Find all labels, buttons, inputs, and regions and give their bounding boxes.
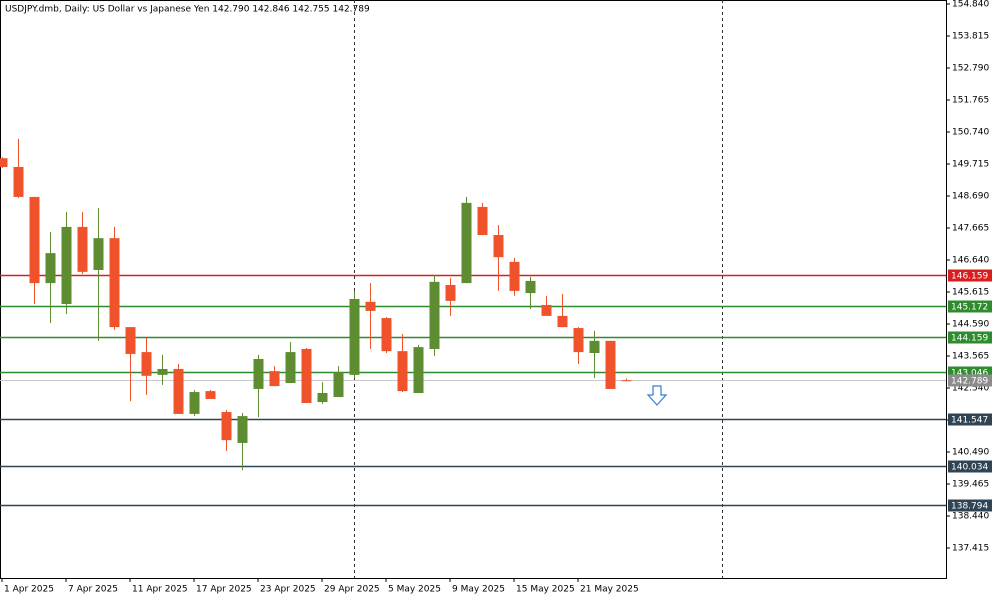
candle-body bbox=[77, 226, 88, 272]
y-tick-label: 147.665 bbox=[952, 223, 989, 233]
level-label: 144.159 bbox=[951, 334, 988, 344]
candle-body bbox=[237, 416, 248, 443]
candle-body bbox=[365, 301, 376, 311]
candle-body bbox=[205, 391, 216, 399]
candle-body bbox=[621, 380, 632, 382]
candle-body bbox=[541, 304, 552, 316]
candle-body bbox=[573, 328, 584, 353]
level-label: 141.547 bbox=[951, 416, 988, 426]
candle-body bbox=[109, 238, 120, 328]
y-tick-label: 148.690 bbox=[952, 191, 989, 201]
candle-body bbox=[221, 412, 232, 441]
candle-body bbox=[509, 261, 520, 291]
candle-body bbox=[477, 206, 488, 236]
x-tick-label: 29 Apr 2025 bbox=[324, 585, 380, 595]
candle-body bbox=[349, 299, 360, 375]
candle-body bbox=[0, 158, 8, 167]
candle-body bbox=[285, 352, 296, 384]
x-tick-label: 1 Apr 2025 bbox=[4, 585, 54, 595]
candle-body bbox=[381, 318, 392, 352]
candle-body bbox=[253, 358, 264, 389]
x-tick-label: 5 May 2025 bbox=[388, 585, 441, 595]
candle-body bbox=[397, 351, 408, 392]
y-tick-label: 143.565 bbox=[952, 351, 989, 361]
level-label: 143.046 bbox=[951, 369, 988, 379]
level-label-bg bbox=[948, 413, 992, 426]
candle-body bbox=[413, 347, 424, 393]
candle-body bbox=[493, 235, 504, 258]
marks bbox=[0, 138, 946, 507]
x-tick-label: 11 Apr 2025 bbox=[132, 585, 188, 595]
candle-body bbox=[125, 327, 136, 354]
level-label: 146.159 bbox=[951, 272, 988, 282]
candle-body bbox=[269, 371, 280, 387]
candle-body bbox=[429, 281, 440, 349]
level-label-bg bbox=[948, 300, 992, 313]
level-label-bg bbox=[948, 499, 992, 512]
y-tick-label: 137.415 bbox=[952, 543, 989, 553]
candle-body bbox=[93, 238, 104, 270]
y-tick-label: 145.615 bbox=[952, 287, 989, 297]
y-tick-label: 149.715 bbox=[952, 159, 989, 169]
y-tick-label: 154.840 bbox=[952, 0, 989, 9]
candle-body bbox=[173, 368, 184, 414]
x-tick-label: 23 Apr 2025 bbox=[260, 585, 316, 595]
candle-body bbox=[45, 253, 56, 284]
level-label: 145.172 bbox=[951, 303, 988, 313]
candle-body bbox=[189, 392, 200, 414]
y-tick-label: 152.790 bbox=[952, 63, 989, 73]
candle-body bbox=[13, 166, 24, 197]
candle-body bbox=[301, 348, 312, 403]
x-tick-label: 9 May 2025 bbox=[452, 585, 505, 595]
y-tick-label: 140.490 bbox=[952, 447, 989, 457]
level-label: 138.794 bbox=[951, 502, 988, 512]
candle-body bbox=[61, 226, 72, 305]
last-price-label-bg bbox=[948, 374, 992, 387]
level-label-bg bbox=[948, 269, 992, 282]
candle-body bbox=[333, 372, 344, 398]
y-tick-label: 142.540 bbox=[952, 383, 989, 393]
candle-body bbox=[589, 340, 600, 354]
candle-body bbox=[445, 284, 456, 301]
y-tick-label: 151.765 bbox=[952, 95, 989, 105]
y-tick-label: 153.815 bbox=[952, 31, 989, 41]
candle-body bbox=[557, 315, 568, 328]
x-tick-label: 7 Apr 2025 bbox=[68, 585, 118, 595]
y-tick-label: 144.590 bbox=[952, 319, 989, 329]
level-label-bg bbox=[948, 331, 992, 344]
plot-frame bbox=[0, 0, 947, 579]
y-tick-label: 146.640 bbox=[952, 255, 989, 265]
y-tick-label: 150.740 bbox=[952, 127, 989, 137]
candle-body bbox=[29, 196, 40, 284]
candle-body bbox=[141, 352, 152, 376]
x-tick-label: 17 Apr 2025 bbox=[196, 585, 252, 595]
level-label-bg bbox=[948, 460, 992, 473]
last-price-label: 142.789 bbox=[951, 377, 988, 387]
y-tick-label: 138.440 bbox=[952, 511, 989, 521]
candle-body bbox=[461, 202, 472, 284]
y-tick-label: 139.465 bbox=[952, 479, 989, 489]
candle-body bbox=[157, 368, 168, 375]
candle-body bbox=[525, 280, 536, 294]
level-label: 140.034 bbox=[951, 463, 988, 473]
candle-body bbox=[605, 340, 616, 389]
x-tick-label: 15 May 2025 bbox=[516, 585, 575, 595]
candle-body bbox=[317, 392, 328, 403]
x-tick-label: 21 May 2025 bbox=[580, 585, 639, 595]
chart-title: USDJPY.dmb, Daily: US Dollar vs Japanese… bbox=[5, 5, 370, 15]
down-arrow bbox=[646, 385, 668, 406]
